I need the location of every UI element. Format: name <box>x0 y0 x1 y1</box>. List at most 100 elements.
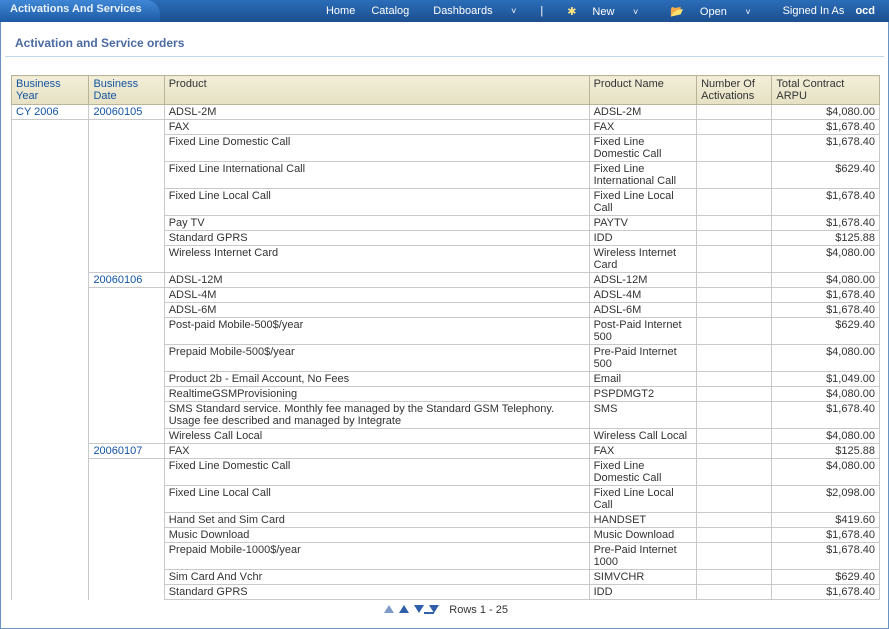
page-next-icon[interactable] <box>414 604 424 616</box>
cell-product: Prepaid Mobile-500$/year <box>164 345 589 372</box>
cell-year <box>12 345 89 372</box>
cell-arpu: $1,678.40 <box>772 135 880 162</box>
cell-arpu: $629.40 <box>772 318 880 345</box>
cell-product: SMS Standard service. Monthly fee manage… <box>164 402 589 429</box>
col-header-date[interactable]: Business Date <box>89 76 164 105</box>
cell-arpu: $125.88 <box>772 444 880 459</box>
col-header-year[interactable]: Business Year <box>12 76 89 105</box>
cell-product-name: ADSL-4M <box>589 288 697 303</box>
cell-product: Fixed Line Local Call <box>164 486 589 513</box>
cell-product-name: PSPDMGT2 <box>589 387 697 402</box>
table-row: Post-paid Mobile-500$/yearPost-Paid Inte… <box>12 318 880 345</box>
col-header-product-name[interactable]: Product Name <box>589 76 697 105</box>
cell-product: ADSL-6M <box>164 303 589 318</box>
cell-date <box>89 246 164 273</box>
cell-product: Fixed Line International Call <box>164 162 589 189</box>
table-row: Music DownloadMusic Download$1,678.40 <box>12 528 880 543</box>
cell-date[interactable]: 20060105 <box>89 105 164 120</box>
table-row: Standard GPRSIDD$125.88 <box>12 231 880 246</box>
cell-date <box>89 189 164 216</box>
page-prev-icon[interactable] <box>399 604 409 616</box>
cell-year <box>12 273 89 288</box>
signed-in-label: Signed In As ocd <box>767 5 883 17</box>
folder-open-icon: 📂 <box>662 6 692 18</box>
cell-date[interactable]: 20060106 <box>89 273 164 288</box>
page-first-icon[interactable] <box>384 604 394 616</box>
cell-arpu: $1,678.40 <box>772 585 880 600</box>
cell-year <box>12 303 89 318</box>
cell-product-name: FAX <box>589 120 697 135</box>
cell-activations <box>697 345 772 372</box>
nav-catalog[interactable]: Catalog <box>363 5 417 17</box>
page-last-icon[interactable] <box>429 604 439 616</box>
report-table: Business Year Business Date Product Prod… <box>11 75 880 600</box>
cell-year[interactable]: CY 2006 <box>12 105 89 120</box>
col-header-product[interactable]: Product <box>164 76 589 105</box>
global-nav: Home Catalog Dashboards ˅ | ✱New ˅ 📂Open… <box>318 0 889 22</box>
cell-product-name: Fixed Line Domestic Call <box>589 135 697 162</box>
nav-dashboards[interactable]: Dashboards ˅ <box>417 5 532 17</box>
cell-date <box>89 387 164 402</box>
report-area: Business Year Business Date Product Prod… <box>1 57 888 628</box>
cell-date <box>89 570 164 585</box>
cell-product-name: Post-Paid Internet 500 <box>589 318 697 345</box>
table-row: Hand Set and Sim CardHANDSET$419.60 <box>12 513 880 528</box>
cell-date[interactable]: 20060107 <box>89 444 164 459</box>
nav-home[interactable]: Home <box>318 5 363 17</box>
cell-year <box>12 429 89 444</box>
chevron-down-icon: ˅ <box>622 7 646 17</box>
cell-year <box>12 372 89 387</box>
page-tab[interactable]: Activations And Services <box>0 0 160 22</box>
table-row: CY 200620060105ADSL-2MADSL-2M$4,080.00 <box>12 105 880 120</box>
cell-year <box>12 246 89 273</box>
cell-arpu: $629.40 <box>772 162 880 189</box>
cell-activations <box>697 402 772 429</box>
cell-date <box>89 543 164 570</box>
cell-product-name: ADSL-6M <box>589 303 697 318</box>
cell-date <box>89 288 164 303</box>
cell-product-name: PAYTV <box>589 216 697 231</box>
table-row: RealtimeGSMProvisioningPSPDMGT2$4,080.00 <box>12 387 880 402</box>
cell-product: ADSL-4M <box>164 288 589 303</box>
cell-product: Music Download <box>164 528 589 543</box>
cell-product-name: SMS <box>589 402 697 429</box>
nav-new[interactable]: ✱New ˅ <box>551 5 654 18</box>
cell-year <box>12 528 89 543</box>
table-row: Fixed Line Local CallFixed Line Local Ca… <box>12 486 880 513</box>
nav-open[interactable]: 📂Open ˅ <box>654 5 766 18</box>
col-header-activations[interactable]: Number Of Activations <box>697 76 772 105</box>
cell-year <box>12 513 89 528</box>
cell-activations <box>697 585 772 600</box>
cell-year <box>12 570 89 585</box>
table-row: Fixed Line Domestic CallFixed Line Domes… <box>12 135 880 162</box>
cell-year <box>12 444 89 459</box>
cell-arpu: $4,080.00 <box>772 105 880 120</box>
cell-product-name: Fixed Line International Call <box>589 162 697 189</box>
col-header-arpu[interactable]: Total Contract ARPU <box>772 76 880 105</box>
table-row: Pay TVPAYTV$1,678.40 <box>12 216 880 231</box>
cell-date <box>89 231 164 246</box>
cell-year <box>12 288 89 303</box>
table-row: 20060106ADSL-12MADSL-12M$4,080.00 <box>12 273 880 288</box>
cell-activations <box>697 303 772 318</box>
cell-date <box>89 318 164 345</box>
cell-date <box>89 585 164 600</box>
cell-activations <box>697 513 772 528</box>
cell-activations <box>697 105 772 120</box>
cell-year <box>12 402 89 429</box>
cell-product: Fixed Line Domestic Call <box>164 135 589 162</box>
cell-arpu: $4,080.00 <box>772 345 880 372</box>
table-row: Fixed Line Local CallFixed Line Local Ca… <box>12 189 880 216</box>
cell-activations <box>697 120 772 135</box>
cell-arpu: $1,678.40 <box>772 543 880 570</box>
cell-date <box>89 345 164 372</box>
cell-year <box>12 120 89 135</box>
cell-product-name: Email <box>589 372 697 387</box>
cell-arpu: $1,678.40 <box>772 303 880 318</box>
cell-year <box>12 585 89 600</box>
new-document-icon: ✱ <box>559 6 584 18</box>
cell-arpu: $419.60 <box>772 513 880 528</box>
cell-product: Sim Card And Vchr <box>164 570 589 585</box>
cell-arpu: $4,080.00 <box>772 387 880 402</box>
cell-product-name: IDD <box>589 231 697 246</box>
